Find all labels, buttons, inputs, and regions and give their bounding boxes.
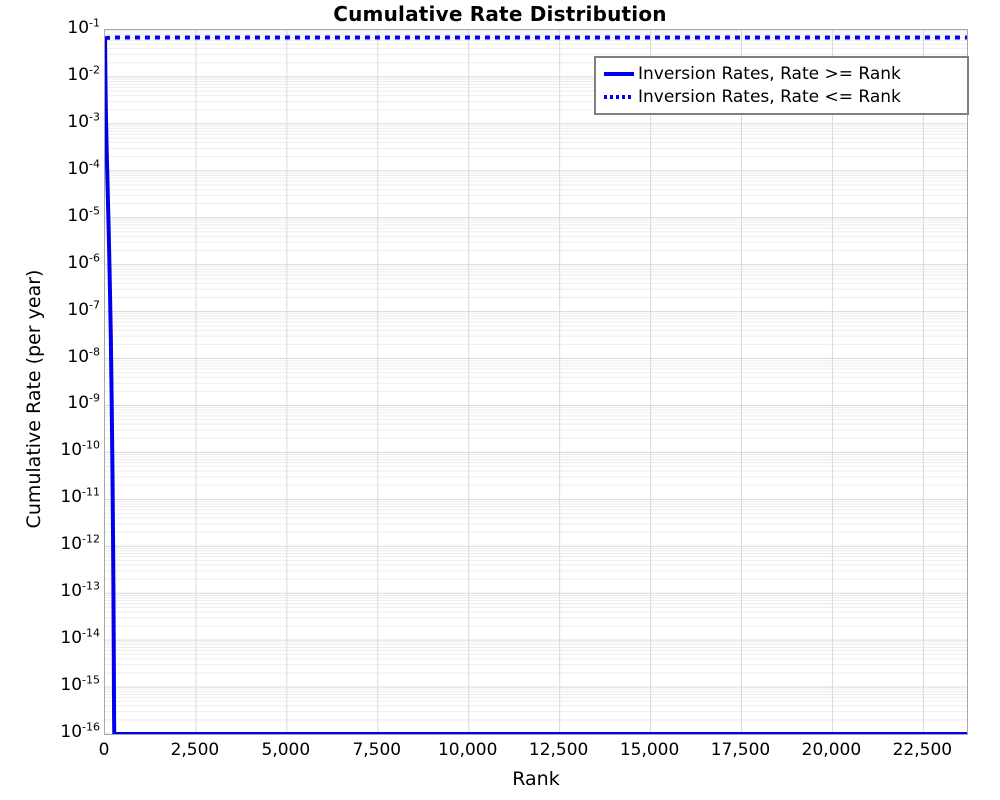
chart-legend: Inversion Rates, Rate >= Rank Inversion … [594, 56, 969, 115]
y-tick-label: 10-8 [67, 344, 100, 367]
y-tick-label: 10-6 [67, 251, 100, 273]
series-line [105, 35, 967, 41]
y-tick-label: 10-2 [67, 63, 100, 85]
x-tick-label: 10,000 [437, 740, 498, 760]
y-tick-label: 10-14 [60, 626, 100, 649]
x-tick-label: 20,000 [801, 740, 862, 760]
y-tick-label: 10-4 [67, 157, 100, 179]
y-tick-label: 10-16 [60, 720, 100, 742]
legend-item-1[interactable]: Inversion Rates, Rate <= Rank [602, 85, 961, 108]
legend-item-label: Inversion Rates, Rate >= Rank [638, 63, 901, 84]
y-tick-label: 10-13 [60, 579, 100, 602]
y-tick-label: 10-7 [67, 297, 100, 320]
series-line [105, 38, 967, 734]
x-tick-label: 5,000 [261, 740, 311, 760]
x-axis-label: Rank [512, 768, 560, 790]
y-tick-label: 10-1 [67, 16, 100, 38]
x-tick-label: 7,500 [352, 740, 402, 760]
y-tick-label: 10-5 [67, 204, 100, 226]
legend-line-solid-icon [602, 67, 636, 81]
x-tick-label: 15,000 [619, 740, 680, 760]
y-tick-label: 10-9 [67, 391, 100, 414]
y-axis-tick-labels: 10-1 10-2 10-3 10-4 10-5 10-6 10-7 10-8 10-9 10-1… [20, 0, 100, 800]
x-tick-label: 22,500 [892, 740, 953, 760]
x-tick-label: 0 [98, 740, 110, 760]
x-tick-label: 2,500 [170, 740, 220, 760]
data-series-layer [105, 35, 967, 734]
legend-line-dotted-icon [602, 90, 636, 104]
plot-area [104, 29, 968, 735]
legend-item-label: Inversion Rates, Rate <= Rank [638, 86, 901, 107]
y-tick-label: 10-11 [60, 485, 100, 508]
legend-item-0[interactable]: Inversion Rates, Rate >= Rank [602, 62, 961, 85]
y-tick-label: 10-10 [60, 438, 100, 461]
page-title: Cumulative Rate Distribution [333, 2, 667, 26]
x-tick-label: 17,500 [710, 740, 771, 760]
y-tick-label: 10-15 [60, 673, 100, 696]
y-tick-label: 10-12 [60, 532, 100, 555]
y-tick-label: 10-3 [67, 110, 100, 132]
gridlines [105, 30, 967, 734]
x-tick-label: 12,500 [528, 740, 589, 760]
